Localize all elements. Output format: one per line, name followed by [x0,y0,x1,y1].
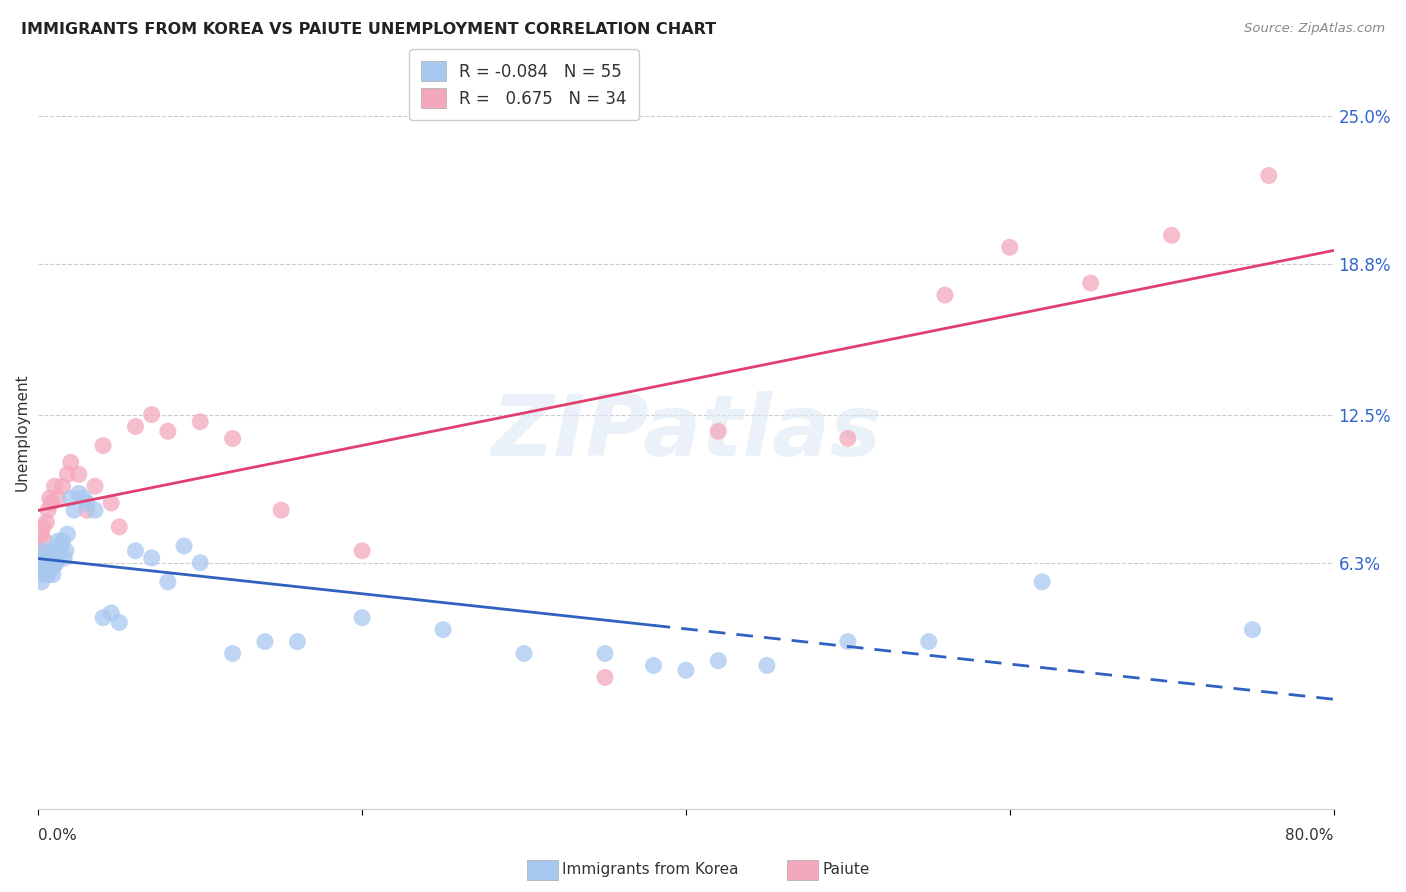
Point [1080,276,1102,290]
Point [67,467,90,482]
Point [28,543,51,558]
Point [84,479,107,493]
Point [84,503,107,517]
Point [100,606,122,620]
Point [35,515,58,529]
Point [352,610,374,624]
Point [44,558,66,573]
Point [593,647,616,661]
Legend: R = -0.084   N = 55, R =   0.675   N = 34: R = -0.084 N = 55, R = 0.675 N = 34 [409,49,638,120]
Point [32,550,55,565]
Point [91,610,114,624]
Point [755,658,778,673]
Point [34,534,56,549]
Point [49,539,72,553]
Point [38,491,60,506]
Point [46,491,69,506]
Point [35,550,58,565]
Point [837,432,859,446]
Text: Immigrants from Korea: Immigrants from Korea [562,863,740,877]
Point [270,503,292,517]
Point [37,567,59,582]
Point [837,634,859,648]
Point [39,543,62,558]
Text: Paiute: Paiute [823,863,870,877]
Point [52,534,75,549]
Point [221,647,243,661]
Point [56,527,79,541]
Point [76,496,98,510]
Point [45,556,67,570]
Point [221,432,243,446]
Point [42,567,65,582]
Text: Source: ZipAtlas.com: Source: ZipAtlas.com [1244,22,1385,36]
Point [44,479,66,493]
Text: 0.0%: 0.0% [38,828,77,843]
Point [1031,574,1053,589]
Point [31,574,53,589]
Point [38,550,60,565]
Point [59,491,82,506]
Y-axis label: Unemployment: Unemployment [15,374,30,491]
Point [124,419,146,434]
Point [31,556,53,570]
Point [998,240,1021,254]
Point [173,539,195,553]
Point [108,615,131,630]
Point [352,543,374,558]
Point [28,563,51,577]
Point [934,288,956,302]
Point [31,527,53,541]
Text: IMMIGRANTS FROM KOREA VS PAIUTE UNEMPLOYMENT CORRELATION CHART: IMMIGRANTS FROM KOREA VS PAIUTE UNEMPLOY… [21,22,716,37]
Point [643,658,665,673]
Point [253,634,276,648]
Point [141,550,163,565]
Point [188,415,211,429]
Point [432,623,454,637]
Point [37,556,59,570]
Point [48,543,70,558]
Point [1241,623,1264,637]
Point [707,425,730,439]
Point [513,647,536,661]
Point [1160,228,1182,243]
Point [32,567,55,582]
Point [593,670,616,684]
Point [63,503,86,517]
Point [34,543,56,558]
Text: 80.0%: 80.0% [1285,828,1333,843]
Point [675,663,697,677]
Point [918,634,941,648]
Point [707,654,730,668]
Point [73,491,96,506]
Point [38,563,60,577]
Point [91,439,114,453]
Point [76,503,98,517]
Point [59,455,82,469]
Point [100,496,122,510]
Point [52,479,75,493]
Point [1257,169,1279,183]
Point [287,634,309,648]
Point [44,550,66,565]
Point [39,556,62,570]
Point [46,534,69,549]
Point [55,543,77,558]
Point [32,520,55,534]
Text: ZIPatlas: ZIPatlas [491,391,882,474]
Point [53,550,76,565]
Point [67,486,90,500]
Point [34,558,56,573]
Point [37,503,59,517]
Point [39,496,62,510]
Point [35,563,58,577]
Point [156,425,179,439]
Point [124,543,146,558]
Point [56,467,79,482]
Point [156,574,179,589]
Point [108,520,131,534]
Point [141,408,163,422]
Point [188,556,211,570]
